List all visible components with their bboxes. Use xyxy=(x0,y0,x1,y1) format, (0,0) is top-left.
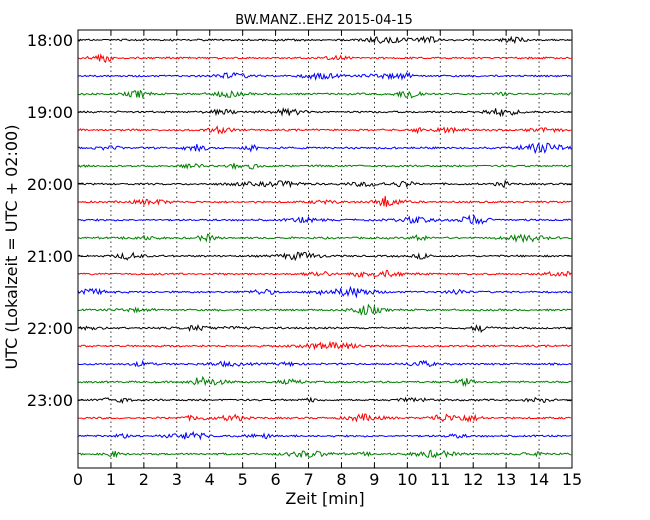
grid-lines xyxy=(110,30,540,468)
seismogram-trace xyxy=(77,214,572,226)
seismogram-trace xyxy=(77,359,572,368)
seismogram-trace xyxy=(77,340,572,351)
seismogram-trace xyxy=(77,125,572,135)
seismogram-trace xyxy=(77,35,572,45)
y-tick-label: 21:00 xyxy=(27,247,73,266)
x-tick-label: 6 xyxy=(271,470,281,489)
y-tick-label: 20:00 xyxy=(27,175,73,194)
seismogram-trace xyxy=(77,195,572,207)
seismogram-trace xyxy=(77,179,572,189)
seismogram-trace xyxy=(77,162,572,171)
x-tick-label: 14 xyxy=(529,470,549,489)
seismogram-trace xyxy=(77,449,572,459)
seismogram-trace xyxy=(77,323,572,334)
x-axis-ticks: 0 1 2 3 4 5 6 7 8 9 10 11 12 13 14 15 xyxy=(73,30,582,489)
x-axis-label: Zeit [min] xyxy=(285,489,364,508)
x-tick-label: 12 xyxy=(463,470,483,489)
seismogram-trace xyxy=(77,106,572,118)
x-tick-label: 11 xyxy=(430,470,450,489)
seismogram-trace xyxy=(77,396,572,405)
seismogram-trace xyxy=(77,251,572,262)
seismogram-trace xyxy=(77,285,572,299)
y-axis-label: UTC (Lokalzeit = UTC + 02:00) xyxy=(2,125,21,370)
x-tick-label: 9 xyxy=(369,470,379,489)
seismogram-trace xyxy=(77,71,572,82)
x-tick-label: 3 xyxy=(172,470,182,489)
y-tick-label: 23:00 xyxy=(27,391,73,410)
x-tick-label: 10 xyxy=(397,470,417,489)
seismogram-trace xyxy=(77,89,572,100)
y-tick-label: 19:00 xyxy=(27,103,73,122)
seismogram-trace xyxy=(77,412,572,423)
x-tick-label: 15 xyxy=(562,470,582,489)
plot-frame xyxy=(77,29,573,469)
seismogram-trace xyxy=(77,430,572,441)
seismogram-trace xyxy=(77,375,572,388)
chart-title: BW.MANZ..EHZ 2015-04-15 xyxy=(235,13,413,28)
seismogram-trace xyxy=(77,303,572,317)
y-axis-ticks: 18:00 19:00 20:00 21:00 22:00 23:00 xyxy=(27,31,572,410)
seismogram-trace xyxy=(77,52,572,63)
x-tick-label: 4 xyxy=(205,470,215,489)
x-tick-label: 7 xyxy=(303,470,313,489)
seismogram-trace xyxy=(77,141,572,155)
x-tick-label: 2 xyxy=(139,470,149,489)
x-tick-label: 1 xyxy=(106,470,116,489)
seismogram-trace xyxy=(77,233,572,244)
x-tick-label: 8 xyxy=(336,470,346,489)
x-tick-label: 0 xyxy=(73,470,83,489)
y-tick-label: 18:00 xyxy=(27,31,73,50)
x-tick-label: 13 xyxy=(496,470,516,489)
x-tick-label: 5 xyxy=(238,470,248,489)
seismogram-trace xyxy=(77,269,572,278)
y-tick-label: 22:00 xyxy=(27,319,73,338)
seismogram-traces xyxy=(77,35,572,459)
